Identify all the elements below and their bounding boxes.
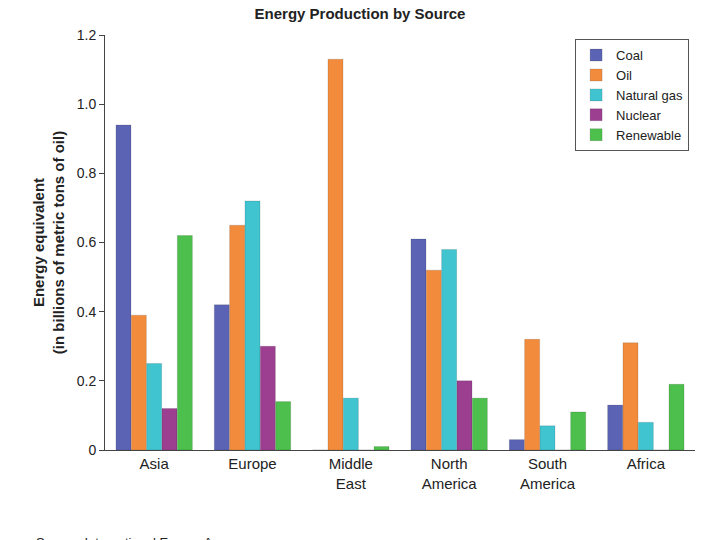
svg-text:0.8: 0.8: [77, 165, 97, 181]
svg-text:SouthAmerica: SouthAmerica: [520, 455, 576, 492]
svg-text:Oil: Oil: [616, 68, 632, 83]
svg-text:Source: International Energy A: Source: International Energy Agency.: [36, 535, 250, 540]
svg-text:Natural gas: Natural gas: [616, 88, 683, 103]
svg-text:Europe: Europe: [228, 455, 276, 472]
svg-text:Asia: Asia: [140, 455, 170, 472]
svg-text:Africa: Africa: [627, 455, 666, 472]
svg-text:0.6: 0.6: [77, 234, 97, 250]
svg-text:0.4: 0.4: [77, 304, 97, 320]
svg-text:0: 0: [88, 442, 96, 458]
svg-text:Renewable: Renewable: [616, 128, 681, 143]
svg-text:0.2: 0.2: [77, 373, 97, 389]
svg-text:Nuclear: Nuclear: [616, 108, 661, 123]
svg-text:MiddleEast: MiddleEast: [329, 455, 373, 492]
svg-text:Energy equivalent(in billions: Energy equivalent(in billions of metric …: [30, 131, 67, 354]
svg-text:1.2: 1.2: [77, 27, 97, 43]
svg-text:NorthAmerica: NorthAmerica: [422, 455, 478, 492]
svg-text:1.0: 1.0: [77, 96, 97, 112]
svg-text:Coal: Coal: [616, 48, 643, 63]
svg-text:Energy Production by Source: Energy Production by Source: [255, 5, 466, 22]
